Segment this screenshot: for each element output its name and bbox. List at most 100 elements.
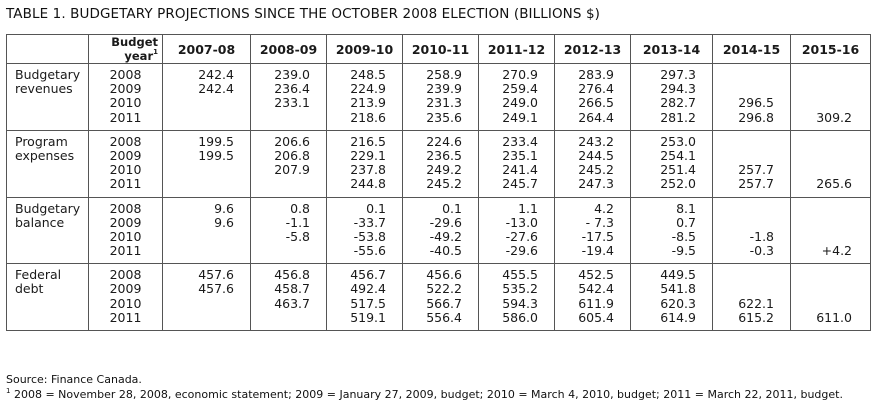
table-value: 239.0 (274, 67, 310, 82)
table-value: 463.7 (274, 295, 310, 311)
budget-year-value: 2008 (109, 133, 142, 149)
value-cell: 456.7 492.4 517.5 519.1 (326, 263, 403, 331)
table-value: 309.2 (816, 109, 852, 125)
table-value: 216.5 (350, 133, 386, 149)
table-value: 264.4 (578, 109, 614, 125)
table-value: 281.2 (660, 109, 696, 125)
value-cell: 0.8 -1.1 -5.8 (250, 196, 327, 265)
value-cell: 270.9 259.4 249.0 249.1 (478, 63, 555, 131)
budget-years-cell: 2008 2009 2010 2011 (88, 196, 163, 265)
row-label-line: Budgetary (15, 200, 81, 216)
row-label-line: Budgetary (15, 67, 81, 82)
table-value (791, 282, 852, 296)
table-value: 243.2 (578, 133, 614, 149)
value-cell: 257.7 257.7 (712, 129, 791, 198)
table-value: 248.5 (350, 67, 386, 82)
table-value (791, 216, 852, 230)
table-value (251, 111, 310, 125)
header-fiscal-year: 2011-12 (478, 34, 555, 64)
header-fiscal-year: 2013-14 (630, 34, 713, 64)
table-value: -1.1 (285, 214, 310, 230)
table-value: 257.7 (738, 176, 774, 192)
value-cell: 8.1 0.7 -8.5 -9.5 (630, 196, 713, 265)
table-value: - 7.3 (585, 214, 614, 230)
value-cell: 1.1 -13.0 -27.6 -29.6 (478, 196, 555, 265)
table-value: 541.8 (660, 281, 696, 297)
value-cell: 258.9 239.9 231.3 235.6 (402, 63, 479, 131)
value-cell: 243.2 244.5 245.2 247.3 (554, 129, 631, 198)
table-row: Federal debt 2008 2009 2010 2011 457.6 457.6 456… (6, 263, 871, 331)
row-label-cell: Budgetary balance (6, 196, 89, 265)
table-value: 236.4 (274, 81, 310, 97)
table-value: 242.4 (198, 67, 234, 82)
header-fiscal-year: 2015-16 (790, 34, 871, 64)
budget-year-value: 2009 (109, 147, 142, 163)
budget-year-value: 2008 (109, 200, 142, 216)
table-value: 244.5 (578, 147, 614, 163)
budget-years-cell: 2008 2009 2010 2011 (88, 129, 163, 198)
table-value: -29.6 (505, 243, 538, 259)
table-value: 566.7 (426, 295, 462, 311)
table-value (791, 163, 852, 177)
row-label-cell: Federal debt (6, 263, 89, 331)
row-label-line: Program (15, 133, 68, 149)
header-fiscal-year: 2008-09 (250, 34, 327, 64)
value-cell: 4.2- 7.3 -17.5 -19.4 (554, 196, 631, 265)
value-cell: 248.5 224.9 213.9 218.6 (326, 63, 403, 131)
budget-years-cell: 2008 2009 2010 2011 (88, 263, 163, 331)
budget-year-value: 2010 (109, 295, 142, 311)
value-cell: 9.6 9.6 (162, 196, 251, 265)
table-value: 294.3 (660, 81, 696, 97)
table-value (251, 244, 310, 258)
table-value: 245.2 (426, 176, 462, 192)
row-label-line: Federal (15, 267, 62, 283)
table-value: -0.3 (749, 243, 774, 259)
table-value: 259.4 (502, 81, 538, 97)
budget-years-cell: 2008 2009 2010 2011 (88, 63, 163, 131)
source-note: Source: Finance Canada. (6, 373, 142, 386)
table-value: 252.0 (660, 176, 696, 192)
table-value: -55.6 (353, 243, 386, 259)
value-cell: 0.1 -33.7 -53.8 -55.6 (326, 196, 403, 265)
budget-year-value: 2009 (109, 81, 142, 97)
table-value: 233.4 (502, 133, 538, 149)
table-value: 519.1 (350, 309, 386, 325)
table-value (713, 268, 774, 282)
table-value (713, 135, 774, 149)
table-value: 276.4 (578, 81, 614, 97)
table-value: -19.4 (581, 243, 614, 259)
table-value: 0.1 (442, 200, 462, 216)
value-cell: -1.8 -0.3 (712, 196, 791, 265)
table-value: -33.7 (353, 214, 386, 230)
table-value: 455.5 (502, 267, 538, 283)
value-cell: 456.6 522.2 566.7 556.4 (402, 263, 479, 331)
table-value: 283.9 (578, 67, 614, 82)
table-value: 456.8 (274, 267, 310, 283)
budget-year-value: 2011 (109, 243, 142, 259)
table-value: 253.0 (660, 133, 696, 149)
header-row: Budget year1 2007-08 2008-09 2009-10 201… (6, 34, 871, 64)
table-value: 605.4 (578, 309, 614, 325)
value-cell: 206.6 206.8 207.9 (250, 129, 327, 198)
budget-year-value: 2010 (109, 228, 142, 244)
table-value: 457.6 (198, 267, 234, 283)
table-value: 456.6 (426, 267, 462, 283)
value-cell: 233.4 235.1 241.4 245.7 (478, 129, 555, 198)
table-value: 296.8 (738, 109, 774, 125)
table-value (713, 68, 774, 82)
table-value: 224.9 (350, 81, 386, 97)
table-value: 206.8 (274, 147, 310, 163)
table-value: 615.2 (738, 309, 774, 325)
table-value (791, 82, 852, 96)
table-value: 0.8 (290, 200, 310, 216)
table-value: 233.1 (274, 95, 310, 111)
table-value (163, 244, 234, 258)
table-value (791, 149, 852, 163)
table-value (713, 82, 774, 96)
value-cell: 457.6 457.6 (162, 263, 251, 331)
value-cell: 283.9 276.4 266.5 264.4 (554, 63, 631, 131)
table-value: 456.7 (350, 267, 386, 283)
table-value: 611.9 (578, 295, 614, 311)
table-value: 611.0 (816, 309, 852, 325)
table-value: 586.0 (502, 309, 538, 325)
